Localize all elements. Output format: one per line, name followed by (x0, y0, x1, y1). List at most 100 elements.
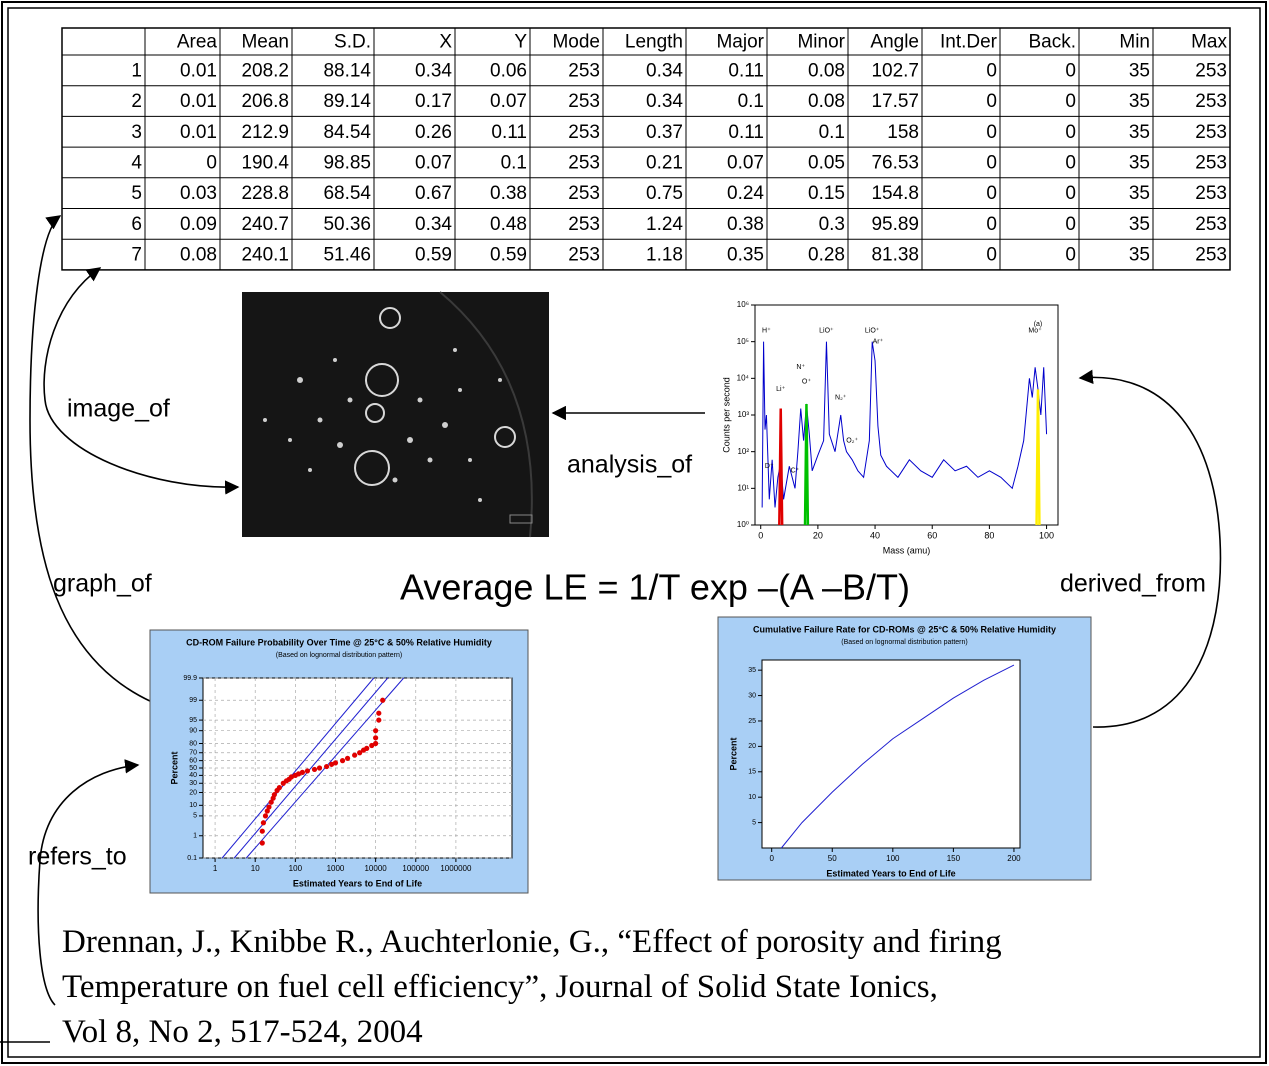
table-cell: 253 (568, 60, 600, 81)
data-point (259, 840, 265, 846)
data-line (803, 403, 810, 526)
peak-label: H⁺ (762, 327, 771, 334)
graph-of-arrow (29, 215, 153, 703)
table-cell: 0.59 (415, 245, 452, 266)
table-cell: 0.34 (415, 60, 452, 81)
table-cell: 0 (986, 152, 997, 173)
relation-label: derived_from (1060, 570, 1206, 598)
table-header: Mode (552, 32, 600, 53)
table-cell: 35 (1129, 60, 1150, 81)
x-tick-label: 200 (1007, 854, 1021, 863)
micrograph (242, 291, 549, 538)
data-point (357, 750, 363, 756)
table-header: Length (625, 32, 683, 53)
table-cell: 0 (1065, 60, 1076, 81)
table-cell: 0.11 (728, 122, 764, 143)
table-cell: 0 (1065, 122, 1076, 143)
data-line (780, 664, 1015, 849)
data-point (352, 752, 358, 758)
table-cell: 0 (986, 122, 997, 143)
x-axis-label: Mass (amu) (883, 545, 931, 555)
table-cell: 0.07 (415, 152, 452, 173)
table-cell: 5 (131, 183, 142, 204)
table-cell: 76.53 (871, 152, 919, 173)
peak-label: N₂⁺ (835, 394, 847, 401)
x-tick-label: 150 (947, 854, 961, 863)
x-tick-label: 0 (758, 530, 763, 540)
table-cell: 1.24 (646, 214, 683, 235)
data-point (373, 728, 379, 734)
peak-label: Li⁺ (776, 386, 785, 393)
table-cell: 35 (1129, 245, 1150, 266)
table-cell: 0 (1065, 214, 1076, 235)
table-cell: 0.05 (808, 152, 845, 173)
table-cell: 6 (131, 214, 142, 235)
table-header: Back. (1028, 32, 1076, 53)
y-tick-label: 99.9 (183, 675, 197, 682)
table-cell: 50.36 (323, 214, 371, 235)
data-point (332, 760, 339, 766)
y-tick-label: 20 (189, 789, 197, 796)
citation-line: Vol 8, No 2, 517-524, 2004 (62, 1014, 423, 1050)
data-point (276, 785, 282, 791)
data-line (1035, 389, 1041, 526)
data-point (339, 758, 346, 764)
table-cell: 0.75 (646, 183, 683, 204)
table-cell: 253 (568, 183, 600, 204)
chart-subtitle: (Based on lognormal distribution pattern… (276, 652, 402, 659)
peak-label: O₂⁺ (846, 437, 858, 444)
citation-line: Drennan, J., Knibbe R., Auchterlonie, G.… (62, 924, 1002, 960)
table-cell: 35 (1129, 152, 1150, 173)
table-cell: 0.06 (490, 60, 527, 81)
data-point (376, 710, 382, 716)
data-point (380, 697, 386, 703)
table-cell: 0.34 (646, 60, 683, 81)
table-cell: 0.15 (808, 183, 845, 204)
measurement-table: Area Mean S.D. X Y Mode Length Major Minor Angle I… (61, 27, 1231, 271)
data-point (323, 763, 330, 770)
table-cell: 0.08 (808, 60, 845, 81)
data-point (311, 766, 318, 773)
y-tick-label: 10² (737, 447, 749, 456)
table-header: Angle (870, 32, 919, 53)
table-cell: 0.26 (415, 122, 452, 143)
y-tick-label: 10⁴ (737, 373, 750, 382)
chart-subtitle: (Based on lognormal distribution pattern… (841, 639, 967, 646)
data-point (364, 745, 370, 751)
peak-label: LiO⁺ (819, 327, 834, 334)
x-tick-label: 1 (213, 864, 218, 873)
y-tick-label: 90 (189, 728, 197, 735)
table-cell: 0.1 (501, 152, 527, 173)
y-tick-label: 80 (189, 740, 197, 747)
table-cell: 0 (1065, 183, 1076, 204)
table-cell: 253 (568, 122, 600, 143)
y-tick-label: 5 (752, 819, 756, 826)
image-of-arrow (43, 267, 240, 495)
data-point (264, 808, 270, 814)
table-cell: 253 (1195, 60, 1227, 81)
y-tick-label: 10⁶ (737, 300, 749, 309)
table-cell: 35 (1129, 91, 1150, 112)
data-point (373, 740, 379, 747)
relation-label: refers_to (28, 843, 127, 871)
table-cell: 253 (1195, 183, 1227, 204)
scale-bar (509, 514, 533, 524)
y-tick-label: 30 (748, 692, 756, 699)
table-cell: 102.7 (871, 60, 919, 81)
table-cell: 0.34 (415, 214, 452, 235)
table-cell: 0.11 (491, 122, 527, 143)
peak-label: C⁺ (791, 468, 800, 475)
table-cell: 0.38 (727, 214, 764, 235)
table-cell: 88.14 (323, 60, 371, 81)
data-point (262, 813, 269, 819)
x-tick-label: 40 (870, 530, 880, 540)
table-cell: 35 (1129, 214, 1150, 235)
peak-label: Mo⁺ (1028, 327, 1042, 334)
table-cell: 0.01 (180, 91, 217, 112)
table-cell: 3 (131, 122, 142, 143)
table-cell: 0.03 (180, 183, 217, 204)
x-tick-label: 50 (828, 854, 837, 863)
